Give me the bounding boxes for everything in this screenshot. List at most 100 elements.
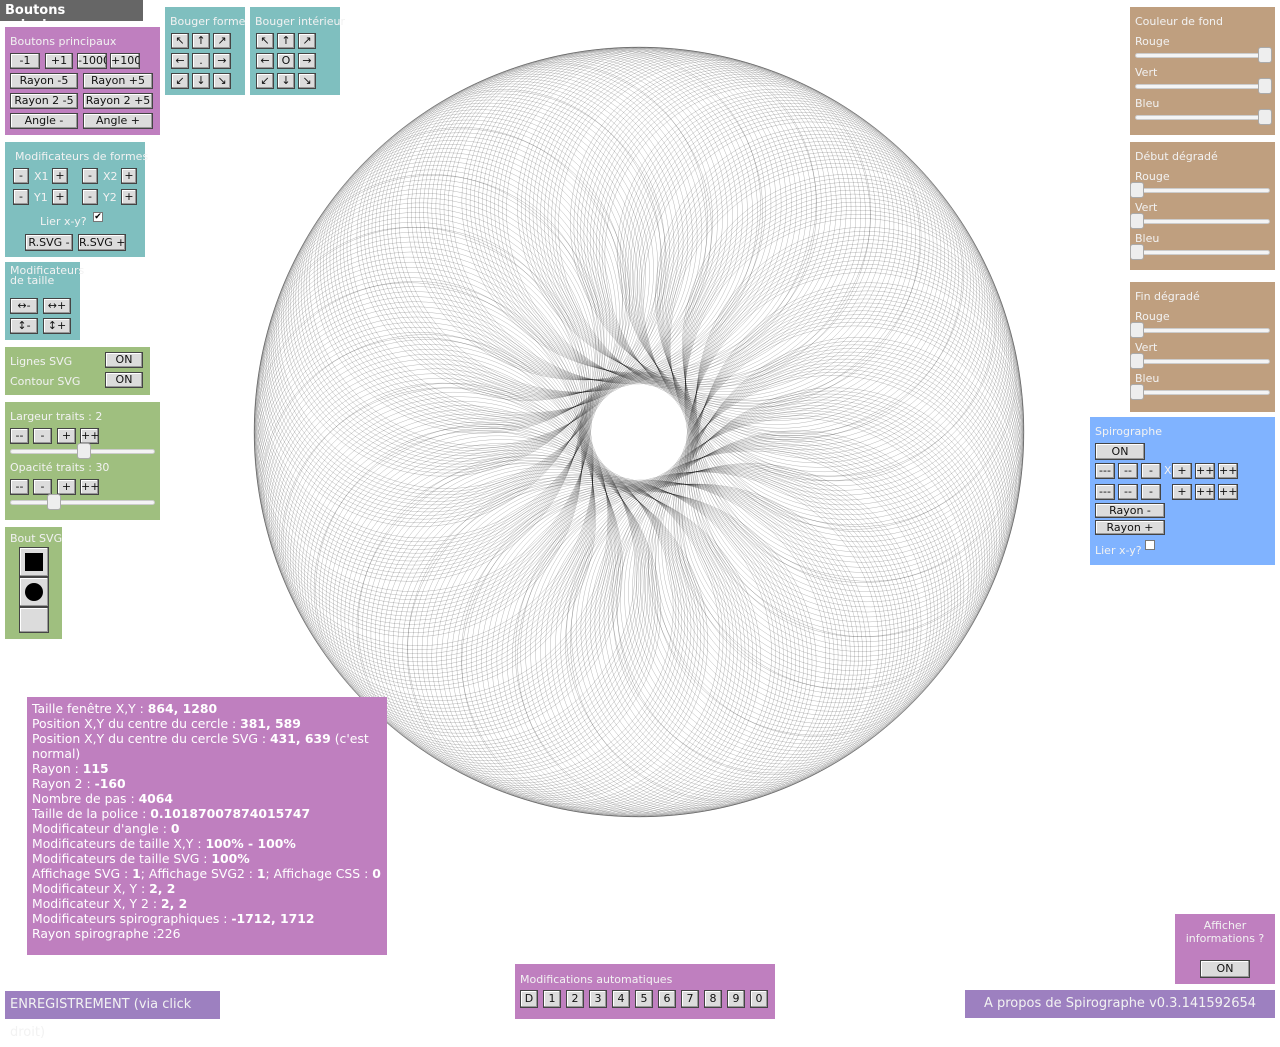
button[interactable]: ↙ xyxy=(171,73,189,89)
record-label[interactable]: ENREGISTREMENT (via click droit) xyxy=(10,997,192,1040)
button[interactable]: ++ xyxy=(1195,484,1215,500)
button[interactable]: +++ xyxy=(1218,463,1238,479)
slider-thumb[interactable] xyxy=(1130,384,1144,400)
button[interactable]: D xyxy=(520,990,538,1008)
button[interactable]: - xyxy=(33,479,52,495)
button[interactable]: ↓ xyxy=(192,73,210,89)
button[interactable]: 0 xyxy=(750,990,768,1008)
button[interactable]: - xyxy=(13,168,29,184)
button[interactable]: R.SVG + xyxy=(78,234,126,251)
button[interactable]: - xyxy=(1141,463,1161,479)
slider-thumb[interactable] xyxy=(1258,78,1272,94)
button[interactable]: + xyxy=(1172,484,1192,500)
button[interactable]: ↔+ xyxy=(43,298,71,314)
button[interactable]: +1000 xyxy=(110,53,140,69)
about-panel[interactable]: A propos de Spirographe v0.3.141592654 xyxy=(965,990,1275,1018)
button[interactable]: ↘ xyxy=(213,73,231,89)
slider-thumb[interactable] xyxy=(1130,182,1144,198)
slider-thumb[interactable] xyxy=(1130,322,1144,338)
button[interactable]: - xyxy=(82,168,98,184)
button[interactable]: 1 xyxy=(543,990,561,1008)
button[interactable]: 9 xyxy=(727,990,745,1008)
slider-thumb[interactable] xyxy=(1130,213,1144,229)
button[interactable]: ↓ xyxy=(277,73,295,89)
button[interactable]: --- xyxy=(1095,463,1115,479)
tip-square-button[interactable] xyxy=(19,547,49,577)
button[interactable]: ↙ xyxy=(256,73,274,89)
button[interactable]: ← xyxy=(256,53,274,69)
slider-thumb[interactable] xyxy=(47,494,61,510)
button[interactable]: ↕+ xyxy=(43,318,71,334)
button[interactable]: ON xyxy=(1200,960,1250,978)
button[interactable]: ↔- xyxy=(10,298,38,314)
button[interactable]: 6 xyxy=(658,990,676,1008)
button[interactable]: --- xyxy=(1095,484,1115,500)
button[interactable]: -- xyxy=(10,479,29,495)
button[interactable]: ↑ xyxy=(277,33,295,49)
button[interactable]: -1000 xyxy=(77,53,107,69)
slider-thumb[interactable] xyxy=(1130,244,1144,260)
button[interactable]: ON xyxy=(105,352,143,368)
button[interactable]: +++ xyxy=(1218,484,1238,500)
button[interactable]: ++ xyxy=(1195,463,1215,479)
button[interactable]: ← xyxy=(171,53,189,69)
slider-thumb[interactable] xyxy=(1130,353,1144,369)
slider-thumb[interactable] xyxy=(1258,47,1272,63)
button[interactable]: + xyxy=(121,168,137,184)
button[interactable]: 8 xyxy=(704,990,722,1008)
button[interactable]: Rayon +5 xyxy=(83,73,153,89)
button[interactable]: 7 xyxy=(681,990,699,1008)
button[interactable]: -- xyxy=(1118,484,1138,500)
button[interactable]: O xyxy=(277,53,295,69)
button[interactable]: - xyxy=(13,189,29,205)
button[interactable]: Rayon - xyxy=(1095,503,1165,518)
button[interactable]: ON xyxy=(105,372,143,388)
button[interactable]: → xyxy=(298,53,316,69)
record-panel[interactable]: ENREGISTREMENT (via click droit) xyxy=(5,991,220,1040)
button[interactable]: Angle - xyxy=(10,113,78,129)
button[interactable]: ↗ xyxy=(213,33,231,49)
spirograph-curve xyxy=(253,47,1025,817)
button[interactable]: 5 xyxy=(635,990,653,1008)
button[interactable]: . xyxy=(192,53,210,69)
button[interactable]: - xyxy=(33,428,52,444)
button[interactable]: + xyxy=(121,189,137,205)
button[interactable]: 4 xyxy=(612,990,630,1008)
tip-none-button[interactable] xyxy=(19,607,49,633)
button[interactable]: ↗ xyxy=(298,33,316,49)
button[interactable]: → xyxy=(213,53,231,69)
button[interactable]: + xyxy=(1172,463,1192,479)
button[interactable]: ON xyxy=(1095,443,1145,460)
button[interactable]: + xyxy=(52,168,68,184)
tip-round-button[interactable] xyxy=(19,577,49,607)
button[interactable]: + xyxy=(52,189,68,205)
about-label[interactable]: A propos de Spirographe v0.3.141592654 xyxy=(983,996,1257,1011)
button[interactable]: + xyxy=(57,479,76,495)
button[interactable]: Angle + xyxy=(83,113,153,129)
button[interactable]: R.SVG - xyxy=(25,234,73,251)
slider-thumb[interactable] xyxy=(77,443,91,459)
button[interactable]: ↘ xyxy=(298,73,316,89)
link-checkbox[interactable] xyxy=(1145,540,1155,550)
button[interactable]: ++ xyxy=(80,428,99,444)
button[interactable]: ↖ xyxy=(256,33,274,49)
button[interactable]: Rayon 2 -5 xyxy=(10,93,78,109)
button[interactable]: -- xyxy=(1118,463,1138,479)
button[interactable]: Rayon + xyxy=(1095,520,1165,535)
button[interactable]: -- xyxy=(10,428,29,444)
button[interactable]: + xyxy=(57,428,76,444)
button[interactable]: - xyxy=(1141,484,1161,500)
button[interactable]: +1 xyxy=(45,53,73,69)
button[interactable]: - xyxy=(82,189,98,205)
button[interactable]: Rayon -5 xyxy=(10,73,78,89)
button[interactable]: ↖ xyxy=(171,33,189,49)
slider-thumb[interactable] xyxy=(1258,109,1272,125)
button[interactable]: -1 xyxy=(10,53,40,69)
link-checkbox[interactable]: ✔ xyxy=(93,212,103,222)
button[interactable]: 3 xyxy=(589,990,607,1008)
button[interactable]: Rayon 2 +5 xyxy=(83,93,153,109)
button[interactable]: ↕- xyxy=(10,318,38,334)
button[interactable]: ++ xyxy=(80,479,99,495)
button[interactable]: 2 xyxy=(566,990,584,1008)
button[interactable]: ↑ xyxy=(192,33,210,49)
